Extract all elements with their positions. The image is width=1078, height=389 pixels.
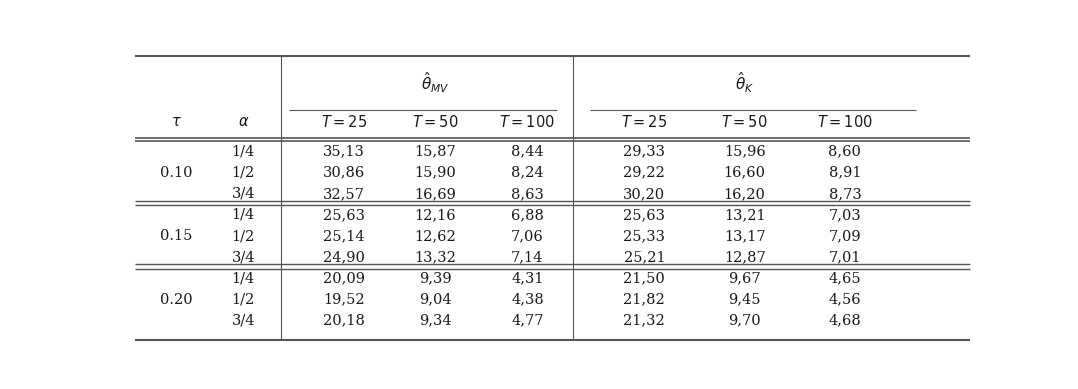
Text: 7,03: 7,03: [829, 208, 861, 222]
Text: 8,44: 8,44: [511, 145, 543, 159]
Text: 1/2: 1/2: [232, 293, 255, 307]
Text: 29,33: 29,33: [623, 145, 665, 159]
Text: 25,14: 25,14: [322, 229, 364, 243]
Text: 8,63: 8,63: [511, 187, 543, 201]
Text: $\hat{\theta}_{MV}$: $\hat{\theta}_{MV}$: [421, 70, 450, 95]
Text: 1/2: 1/2: [232, 229, 255, 243]
Text: 16,69: 16,69: [415, 187, 456, 201]
Text: 7,09: 7,09: [829, 229, 861, 243]
Text: 9,39: 9,39: [419, 272, 452, 286]
Text: 21,50: 21,50: [623, 272, 665, 286]
Text: 4,77: 4,77: [511, 314, 543, 328]
Text: 7,14: 7,14: [511, 250, 543, 264]
Text: 30,86: 30,86: [322, 166, 364, 180]
Text: 9,67: 9,67: [729, 272, 761, 286]
Text: 8,24: 8,24: [511, 166, 543, 180]
Text: 1/4: 1/4: [232, 208, 255, 222]
Text: 4,65: 4,65: [829, 272, 861, 286]
Text: 15,96: 15,96: [723, 145, 765, 159]
Text: 4,56: 4,56: [829, 293, 861, 307]
Text: 32,57: 32,57: [322, 187, 364, 201]
Text: 9,04: 9,04: [419, 293, 452, 307]
Text: $T = 50$: $T = 50$: [412, 114, 459, 130]
Text: 1/2: 1/2: [232, 166, 255, 180]
Text: 3/4: 3/4: [232, 314, 255, 328]
Text: 9,34: 9,34: [419, 314, 452, 328]
Text: 8,73: 8,73: [829, 187, 861, 201]
Text: 12,87: 12,87: [723, 250, 765, 264]
Text: 0.20: 0.20: [161, 293, 193, 307]
Text: 25,63: 25,63: [623, 208, 665, 222]
Text: $T = 25$: $T = 25$: [320, 114, 367, 130]
Text: 16,20: 16,20: [723, 187, 765, 201]
Text: 13,32: 13,32: [415, 250, 456, 264]
Text: 21,82: 21,82: [623, 293, 665, 307]
Text: 1/4: 1/4: [232, 145, 255, 159]
Text: 12,62: 12,62: [415, 229, 456, 243]
Text: 20,18: 20,18: [322, 314, 364, 328]
Text: 0.10: 0.10: [161, 166, 193, 180]
Text: 7,01: 7,01: [829, 250, 861, 264]
Text: 29,22: 29,22: [623, 166, 665, 180]
Text: 3/4: 3/4: [232, 187, 255, 201]
Text: $T = 100$: $T = 100$: [817, 114, 873, 130]
Text: 4,68: 4,68: [829, 314, 861, 328]
Text: 24,90: 24,90: [322, 250, 364, 264]
Text: 30,20: 30,20: [623, 187, 665, 201]
Text: 15,87: 15,87: [415, 145, 456, 159]
Text: $T = 100$: $T = 100$: [499, 114, 555, 130]
Text: 4,31: 4,31: [511, 272, 543, 286]
Text: 0.15: 0.15: [161, 229, 193, 243]
Text: 9,70: 9,70: [729, 314, 761, 328]
Text: 25,21: 25,21: [623, 250, 665, 264]
Text: 12,16: 12,16: [415, 208, 456, 222]
Text: 6,88: 6,88: [511, 208, 543, 222]
Text: 25,63: 25,63: [322, 208, 364, 222]
Text: 19,52: 19,52: [322, 293, 364, 307]
Text: 35,13: 35,13: [322, 145, 364, 159]
Text: $T = 50$: $T = 50$: [721, 114, 768, 130]
Text: $\alpha$: $\alpha$: [237, 115, 249, 128]
Text: 21,32: 21,32: [623, 314, 665, 328]
Text: 20,09: 20,09: [322, 272, 364, 286]
Text: $T = 25$: $T = 25$: [621, 114, 667, 130]
Text: 16,60: 16,60: [723, 166, 765, 180]
Text: $\tau$: $\tau$: [171, 115, 182, 128]
Text: 1/4: 1/4: [232, 272, 255, 286]
Text: 4,38: 4,38: [511, 293, 543, 307]
Text: 7,06: 7,06: [511, 229, 543, 243]
Text: $\hat{\theta}_{K}$: $\hat{\theta}_{K}$: [735, 70, 755, 95]
Text: 8,60: 8,60: [829, 145, 861, 159]
Text: 9,45: 9,45: [729, 293, 761, 307]
Text: 8,91: 8,91: [829, 166, 861, 180]
Text: 13,17: 13,17: [723, 229, 765, 243]
Text: 25,33: 25,33: [623, 229, 665, 243]
Text: 3/4: 3/4: [232, 250, 255, 264]
Text: 13,21: 13,21: [723, 208, 765, 222]
Text: 15,90: 15,90: [415, 166, 456, 180]
